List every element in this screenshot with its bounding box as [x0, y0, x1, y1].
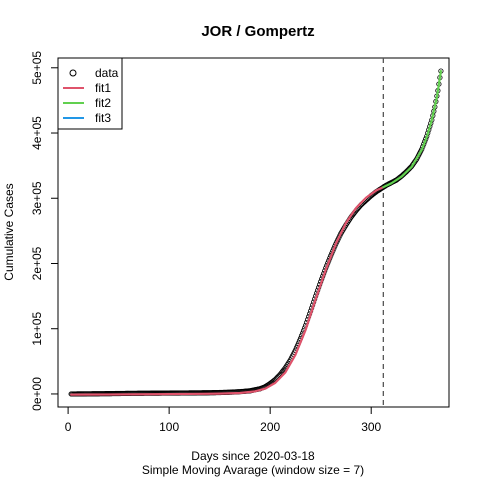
x-axis: 0 100 200 300: [65, 406, 382, 434]
y-tick-label: 3e+05: [30, 181, 44, 215]
legend-symbol-data: [69, 69, 77, 77]
y-tick-label: 1e+05: [30, 312, 44, 346]
fit-lines: [70, 69, 443, 396]
x-tick-label: 0: [65, 420, 72, 434]
x-tick-label: 100: [159, 420, 179, 434]
legend-box: [57, 57, 123, 130]
x-axis-label: Days since 2020-03-18: [191, 449, 315, 463]
plot-area: [68, 58, 444, 407]
x-tick-label: 300: [361, 420, 381, 434]
y-tick-label: 2e+05: [30, 246, 44, 280]
y-axis-label: Cumulative Cases: [2, 183, 16, 280]
x-tick-label: 200: [260, 420, 280, 434]
y-tick-label: 0e+00: [30, 377, 44, 411]
legend-label-fit3: fit3: [95, 111, 111, 125]
series-line-fit1: [70, 186, 385, 396]
y-tick-label: 4e+05: [30, 116, 44, 150]
y-tick-label: 5e+05: [30, 51, 44, 85]
legend-label-data: data: [95, 66, 119, 80]
legend-label-fit2: fit2: [95, 96, 111, 110]
y-axis: 0e+00 1e+05 2e+05 3e+05 4e+05 5e+05: [30, 51, 59, 411]
x-axis-sublabel: Simple Moving Avarage (window size = 7): [142, 463, 364, 477]
data-points: [68, 68, 444, 397]
chart-title: JOR / Gompertz: [201, 23, 314, 40]
legend-label-fit1: fit1: [95, 81, 111, 95]
series-line-fit2: [382, 69, 443, 189]
